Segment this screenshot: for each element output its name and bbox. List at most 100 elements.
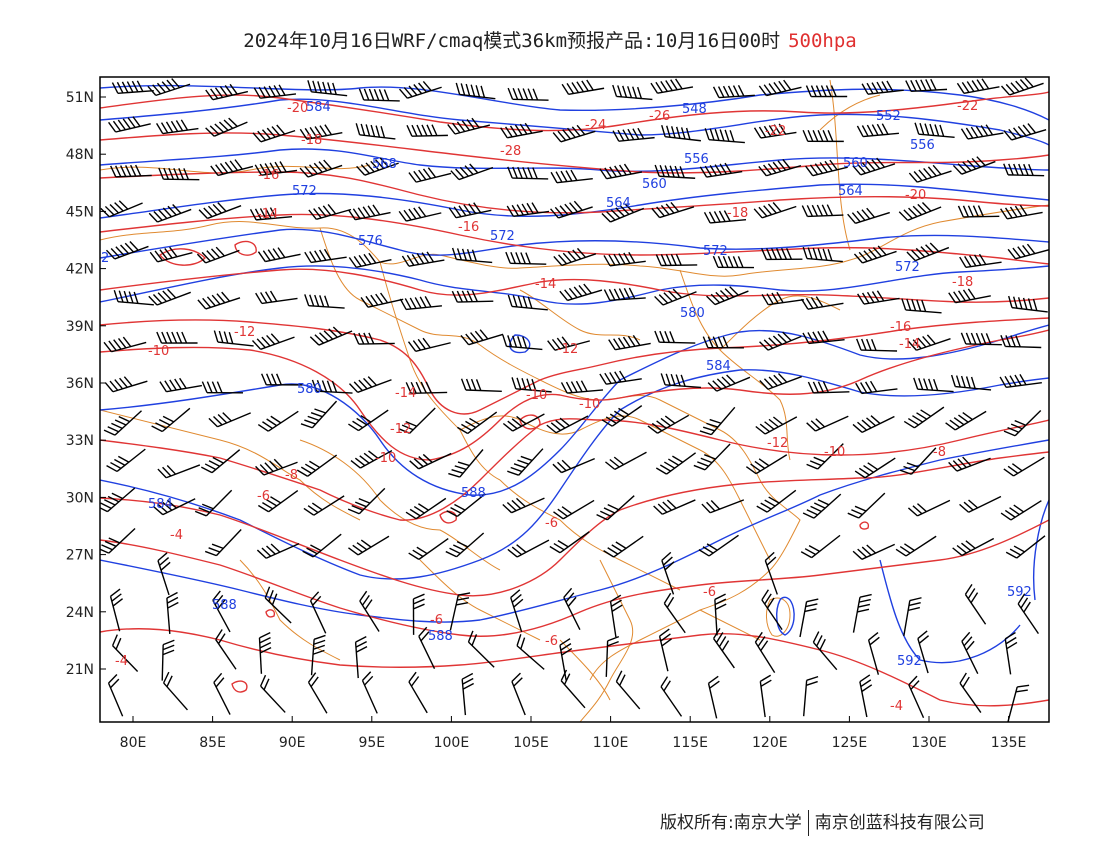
map-title: 2024年10月16日WRF/cmaq模式36km预报产品:10月16日00时 5… <box>0 26 1100 53</box>
wind-barb-feather <box>507 470 519 476</box>
temp-label: -8 <box>285 468 298 483</box>
wind-barb-staff <box>1010 500 1042 521</box>
wind-barb-staff <box>808 339 845 345</box>
wind-barb-feather <box>866 160 876 171</box>
wind-barb-feather <box>100 207 110 218</box>
wind-barb-feather <box>561 83 570 95</box>
temp-label: -4 <box>170 528 183 543</box>
wind-barb-feather <box>108 340 117 351</box>
wind-barb-feather <box>607 640 619 647</box>
wind-barb-feather <box>663 292 673 302</box>
wind-barb-feather <box>461 120 471 131</box>
wind-barb-feather <box>213 415 223 426</box>
wind-barb-staff <box>308 305 345 309</box>
wind-barb-feather <box>918 377 924 390</box>
wind-barb-staff <box>605 640 609 677</box>
wind-barb-feather <box>162 501 173 511</box>
wind-barb-feather <box>702 426 715 432</box>
wind-barb-staff <box>311 400 338 429</box>
wind-barb-feather <box>959 672 967 684</box>
temp-label: -10 <box>824 445 845 460</box>
wind-barb-feather <box>155 122 164 134</box>
wind-barb-staff <box>107 487 136 513</box>
wind-barb-feather <box>456 121 466 132</box>
wind-barb-feather <box>411 124 418 137</box>
copyright-text: 版权所有:南京大学 <box>660 813 802 833</box>
wind-barb-feather <box>566 127 576 138</box>
wind-barb-feather <box>776 248 783 260</box>
wind-barb-feather <box>157 292 167 302</box>
wind-barb-feather <box>911 249 921 260</box>
wind-barb-feather <box>669 165 675 178</box>
wind-barb-feather <box>876 81 884 93</box>
wind-barb-feather <box>861 684 873 693</box>
wind-barb-staff <box>309 600 327 634</box>
wind-barb-feather <box>278 84 286 96</box>
wind-barb-feather <box>815 85 822 97</box>
wind-barb-feather <box>251 340 262 350</box>
wind-barb-feather <box>953 291 961 303</box>
wind-barb-feather <box>198 209 208 219</box>
wind-barb-staff <box>861 543 895 560</box>
wind-barb-feather <box>654 295 664 306</box>
wind-barb-feather <box>663 680 671 692</box>
wind-barb-feather <box>666 596 675 608</box>
wind-barb-feather <box>806 463 818 470</box>
wind-barb-feather <box>156 82 166 93</box>
wind-barb-feather <box>910 680 920 690</box>
wind-barb-staff <box>268 490 299 513</box>
wind-barb-feather <box>413 603 425 610</box>
wind-barb-feather <box>948 292 957 304</box>
wind-barb-feather <box>117 337 127 349</box>
wind-barb-feather <box>981 78 990 90</box>
wind-barb-feather <box>609 458 620 468</box>
wind-barb-feather <box>466 119 475 130</box>
temp-label: -10 <box>579 397 600 412</box>
wind-barb-feather <box>348 383 359 393</box>
wind-barb-feather <box>270 333 280 344</box>
wind-barb-staff <box>456 532 485 558</box>
wind-barb-feather <box>370 294 379 306</box>
wind-barb-feather <box>1006 641 1018 650</box>
wind-barb-feather <box>703 212 711 224</box>
wind-barb-feather <box>113 339 122 350</box>
wind-barb-feather <box>808 544 820 553</box>
wind-barb-staff <box>265 253 301 263</box>
wind-barb-feather <box>323 248 332 260</box>
wind-barb-feather <box>802 246 808 259</box>
wind-barb-feather <box>806 422 816 432</box>
wind-barb-feather <box>264 163 272 175</box>
temp-label: -28 <box>500 144 521 159</box>
wind-barb-feather <box>822 248 828 261</box>
wind-barb-feather <box>161 331 168 344</box>
wind-barb-feather <box>903 420 915 429</box>
wind-barb-feather <box>224 85 233 96</box>
wind-barb-feather <box>456 248 462 261</box>
wind-barb-feather <box>701 503 711 514</box>
temp-label: -16 <box>890 320 911 335</box>
title-main: 2024年10月16日WRF/cmaq模式36km预报产品:10月16日00时 <box>243 30 781 52</box>
wind-barb-feather <box>662 556 673 566</box>
wind-barb-feather <box>122 336 132 348</box>
wind-barb-feather <box>710 500 721 510</box>
wind-barb-staff <box>917 638 929 674</box>
wind-barb-staff <box>708 138 745 144</box>
wind-barb-feather <box>328 328 338 338</box>
wind-barb-staff <box>806 257 843 263</box>
wind-barb-feather <box>804 608 817 613</box>
wind-barb-feather <box>560 170 568 182</box>
wind-barb-staff <box>511 497 545 514</box>
wind-barb-staff <box>212 90 249 101</box>
wind-barb-feather <box>319 295 325 307</box>
wind-barb-feather <box>717 86 725 98</box>
wind-barb-feather <box>871 339 877 351</box>
wind-barb-feather <box>611 604 623 612</box>
wind-barb-feather <box>511 377 517 390</box>
wind-barb-feather <box>763 164 772 175</box>
wind-barb-feather <box>706 295 716 306</box>
wind-barb-feather <box>163 671 170 684</box>
wind-barb-feather <box>619 205 630 215</box>
wind-barb-feather <box>809 164 819 175</box>
wind-barb-feather <box>868 248 878 259</box>
wind-barb-feather <box>422 337 431 349</box>
